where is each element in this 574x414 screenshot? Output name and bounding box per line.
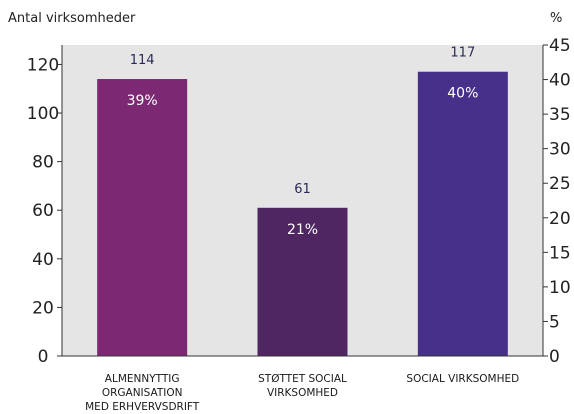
y-tick-label-right-30: 30 [549,140,571,160]
y-tick-label-left-40: 40 [32,250,54,270]
y-axis-right-title: % [550,11,563,26]
y-axis-title: Antal virksomheder [8,11,136,26]
y-tick-label-left-120: 120 [27,55,59,75]
percent-label-1: 39% [127,93,158,109]
y-tick-label-right-35: 35 [549,105,571,125]
y-tick-label-right-15: 15 [549,243,571,263]
y-tick-label-right-0: 0 [549,347,560,367]
value-label-2: 61 [294,182,311,197]
y-tick-label-left-100: 100 [27,104,59,124]
y-tick-label-right-45: 45 [549,36,571,56]
y-tick-label-right-20: 20 [549,209,571,229]
category-label-3-line-1: SOCIAL VIRKSOMHED [406,373,519,385]
y-tick-label-right-25: 25 [549,174,571,194]
y-tick-label-left-60: 60 [32,201,54,221]
category-label-2-line-2: VIRKSOMHED [267,387,338,399]
value-label-3: 117 [450,46,475,61]
bar-2 [257,207,348,356]
y-tick-label-left-20: 20 [32,298,54,318]
category-label-1-line-3: MED ERHVERVSDRIFT [85,401,200,413]
bar-3 [417,71,508,356]
value-label-1: 114 [130,53,155,68]
y-tick-label-right-10: 10 [549,278,571,298]
percent-label-2: 21% [287,222,318,238]
category-label-1-line-2: ORGANISATION [102,387,183,399]
y-tick-label-right-40: 40 [549,71,571,91]
y-tick-label-right-5: 5 [549,312,560,332]
y-tick-label-left-0: 0 [38,347,49,367]
y-tick-label-left-80: 80 [32,153,54,173]
category-label-2-line-1: STØTTET SOCIAL [258,373,347,385]
percent-label-3: 40% [447,86,478,102]
bar-1 [97,79,188,356]
category-label-1-line-1: ALMENNYTTIG [105,373,180,385]
